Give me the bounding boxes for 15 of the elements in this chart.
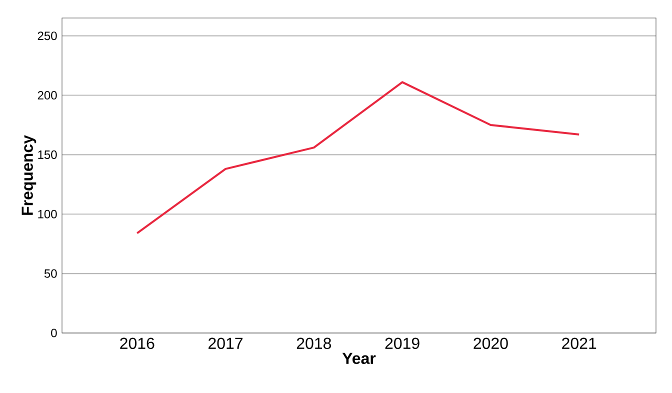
x-tick-label: 2019 [385,338,420,350]
y-axis-title: Frequency [22,135,36,215]
x-tick-label: 2016 [120,338,154,350]
x-tick-label: 2018 [296,338,332,350]
x-tick-label: 2017 [208,338,243,350]
y-tick-label: 250 [38,32,57,40]
y-tick-label: 100 [38,210,57,218]
y-tick-label: 150 [38,150,57,159]
y-tick-label: 0 [51,328,57,338]
x-tick-label: 2021 [562,338,596,350]
y-tick-label: 200 [38,91,57,100]
x-axis-title: Year [342,352,376,364]
y-tick-label: 50 [44,269,57,278]
x-tick-label: 2020 [474,338,508,350]
line-series [136,81,580,234]
